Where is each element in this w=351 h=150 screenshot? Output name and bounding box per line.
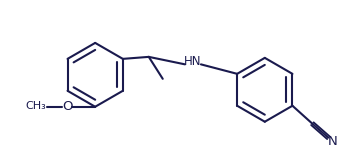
Text: CH₃: CH₃: [26, 101, 46, 111]
Text: HN: HN: [184, 55, 202, 68]
Text: O: O: [62, 100, 73, 113]
Text: N: N: [327, 135, 337, 148]
